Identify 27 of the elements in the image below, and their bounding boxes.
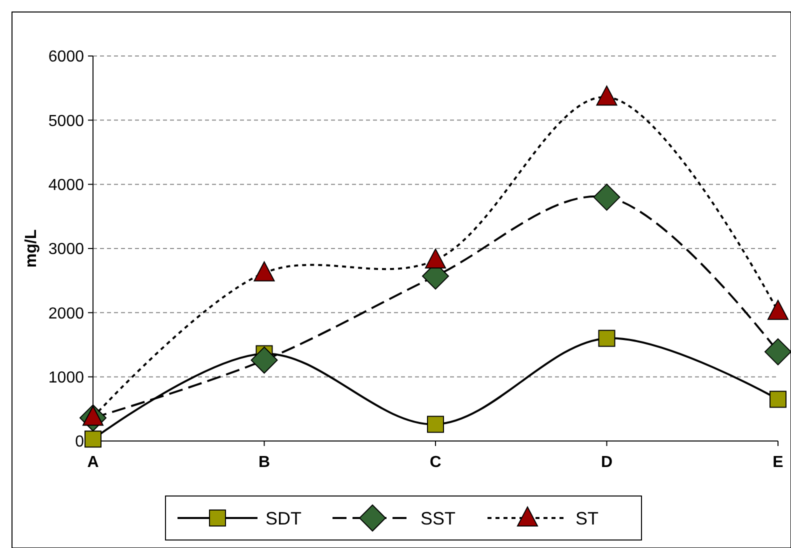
point: [598, 330, 616, 347]
y-tick-label: 0: [75, 434, 84, 451]
point: [84, 430, 102, 448]
x-tick-label: D: [600, 454, 613, 471]
y-tick-label: 6000: [48, 48, 84, 66]
y-tick-label: 4000: [48, 176, 84, 194]
legend-label: SDT: [266, 508, 302, 528]
x-tick-label: C: [430, 454, 442, 471]
y-tick-label: 2000: [48, 305, 84, 322]
y-tick-label: 5000: [48, 112, 84, 130]
point: [254, 261, 275, 282]
point: [593, 184, 620, 211]
point: [425, 248, 446, 269]
y-tick-label: 1000: [48, 369, 84, 386]
point: [768, 300, 788, 320]
legend-label: SST: [420, 508, 456, 528]
point: [764, 338, 791, 366]
point: [596, 86, 618, 106]
x-tick-label: E: [772, 454, 784, 471]
legend-label: ST: [576, 508, 599, 528]
y-axis-title: mg/L: [23, 229, 40, 268]
y-tick-label: 3000: [48, 241, 84, 258]
point: [770, 390, 786, 408]
x-tick-label: A: [87, 454, 100, 471]
x-tick-label: B: [258, 454, 270, 471]
point: [427, 416, 444, 433]
point: [250, 346, 278, 374]
